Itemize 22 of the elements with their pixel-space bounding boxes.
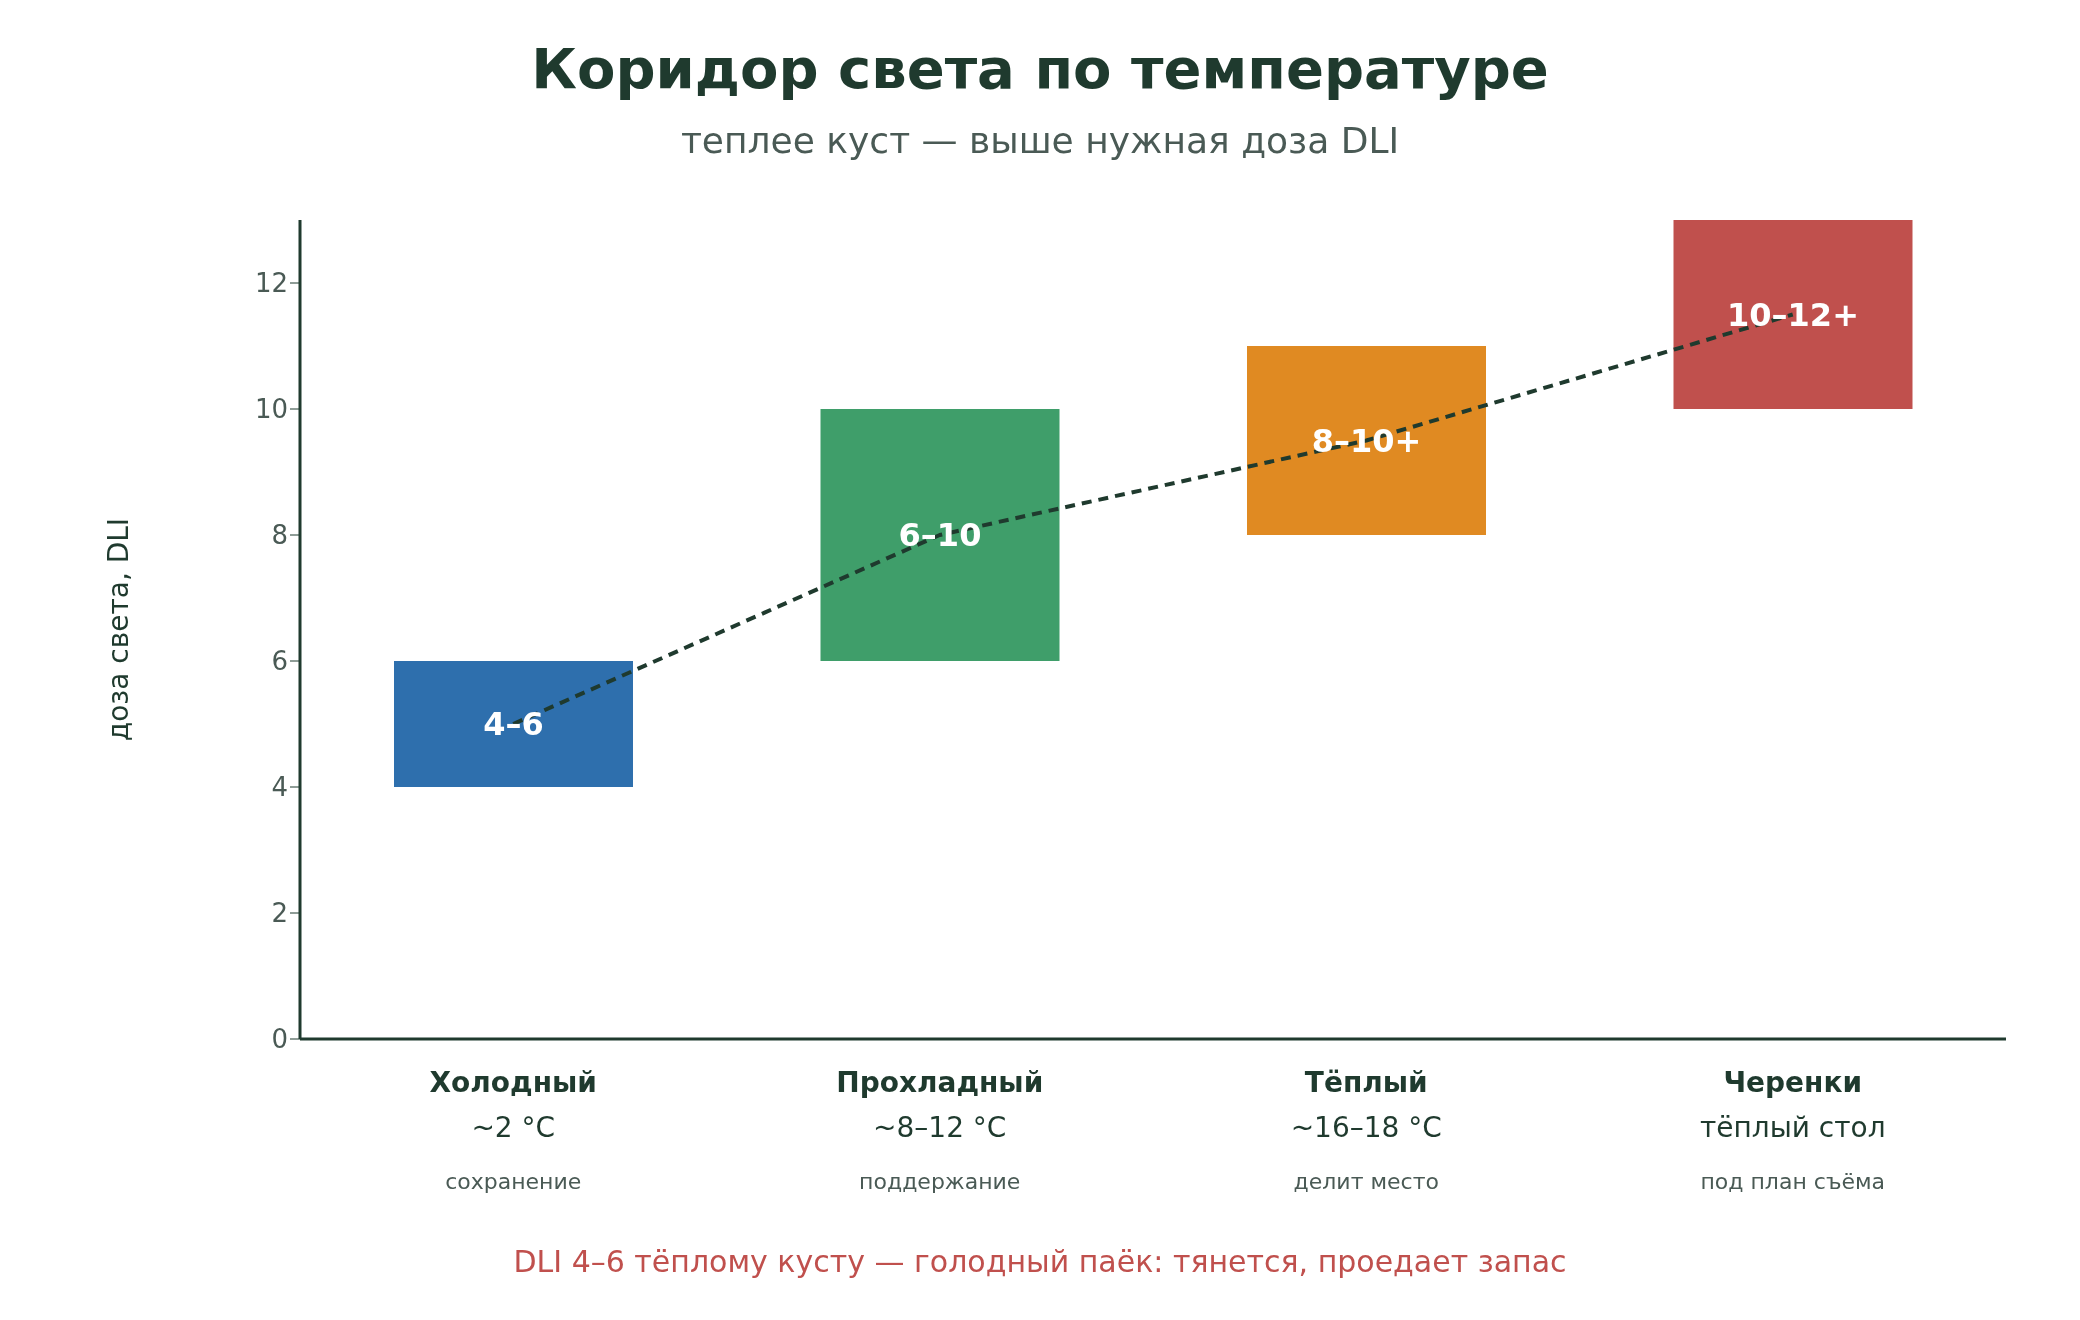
data-label: 6–10: [898, 516, 982, 554]
y-tick-label: 4: [271, 772, 288, 803]
y-tick-label: 2: [271, 898, 288, 929]
bar: [820, 409, 1060, 661]
x-tick-label: Холодный ~2 °C сохранение: [429, 1066, 597, 1194]
x-tick-label: Прохладный ~8–12 °C поддержание: [836, 1066, 1044, 1194]
data-label: 10–12+: [1727, 295, 1859, 334]
chart-subtitle: теплее куст — выше нужная доза DLI: [679, 120, 1401, 161]
bar: [394, 661, 633, 787]
y-tick-label: 6: [271, 646, 288, 677]
y-tick-label: 0: [271, 1024, 288, 1055]
chart-title: Коридор света по температуре: [530, 36, 1550, 101]
y-tick-label: 10: [254, 394, 288, 425]
data-label: 4–6: [483, 705, 544, 743]
y-axis-title: доза света, DLI: [101, 517, 135, 742]
x-tick-label: Черенки тёплый стол под план съёма: [1699, 1066, 1886, 1194]
bar: [1247, 346, 1486, 535]
text: DLI 4–6 тёплому кусту — голодный паёк: тянется, проедает запас: [512, 1244, 1568, 1279]
bar: [1673, 220, 1913, 409]
x-tick-label: Тёплый ~16–18 °C делит место: [1290, 1066, 1442, 1194]
y-tick-label: 12: [254, 268, 288, 299]
y-tick-label: 8: [271, 520, 288, 551]
